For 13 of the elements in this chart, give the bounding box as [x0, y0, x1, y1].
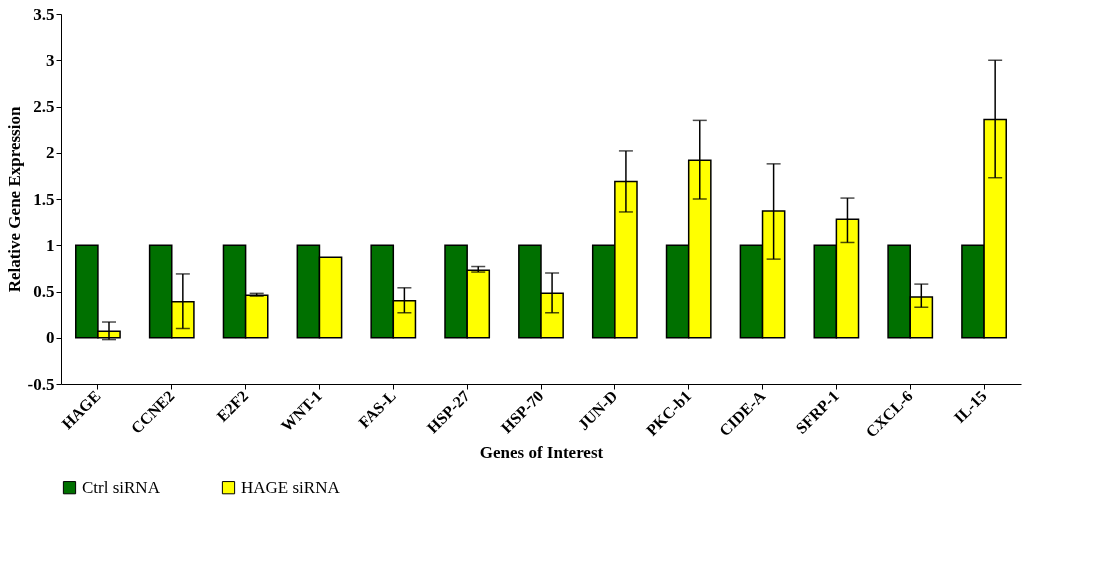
y-tick-label: 1 [46, 235, 55, 255]
legend-label: HAGE siRNA [241, 477, 341, 497]
y-tick-label: 1.5 [33, 189, 55, 209]
y-tick-label: 2.5 [33, 97, 55, 116]
y-tick-label: -0.5 [27, 374, 55, 394]
y-tick-label: 0.5 [33, 282, 55, 301]
legend-label: Ctrl siRNA [82, 477, 161, 497]
y-axis-title: Relative Gene Expression [4, 106, 24, 293]
x-axis-title: Genes of Interest [479, 442, 604, 462]
y-tick-label: 0 [46, 328, 55, 348]
y-tick-label: 2 [46, 143, 55, 163]
y-tick-label: 3 [46, 50, 55, 70]
y-tick-label: 3.5 [33, 4, 55, 24]
